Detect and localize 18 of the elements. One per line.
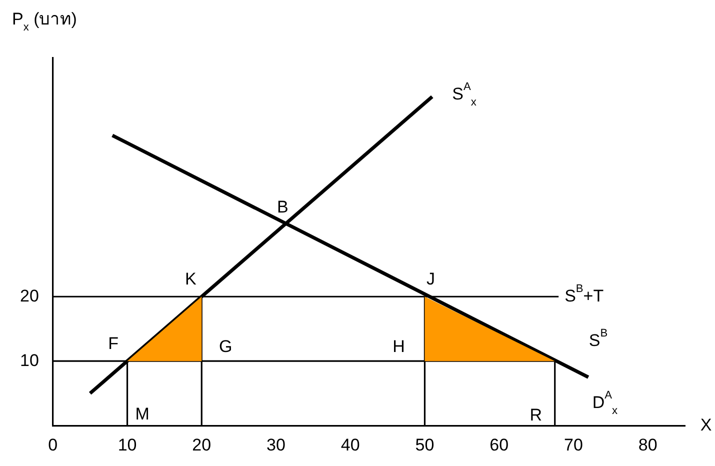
x-tick-label: 40 xyxy=(340,435,360,454)
x-tick-label: 70 xyxy=(564,435,583,454)
annotation: B xyxy=(277,197,288,216)
annotation: H xyxy=(392,336,405,356)
annotation: G xyxy=(219,336,232,356)
x-tick-label: 60 xyxy=(490,435,509,454)
annotation: J xyxy=(426,269,435,288)
x-tick-label: 10 xyxy=(118,435,137,454)
x-axis-title: X xyxy=(700,415,712,434)
annotation: F xyxy=(108,334,118,353)
x-tick-label: 80 xyxy=(638,435,658,454)
annotation: M xyxy=(135,404,150,424)
x-tick-label: 20 xyxy=(192,435,212,454)
annotation: R xyxy=(530,405,542,424)
x-tick-label: 0 xyxy=(48,435,58,454)
annotation: K xyxy=(184,269,197,288)
x-tick-label: 50 xyxy=(415,435,434,454)
x-tick-label: 30 xyxy=(266,435,286,454)
